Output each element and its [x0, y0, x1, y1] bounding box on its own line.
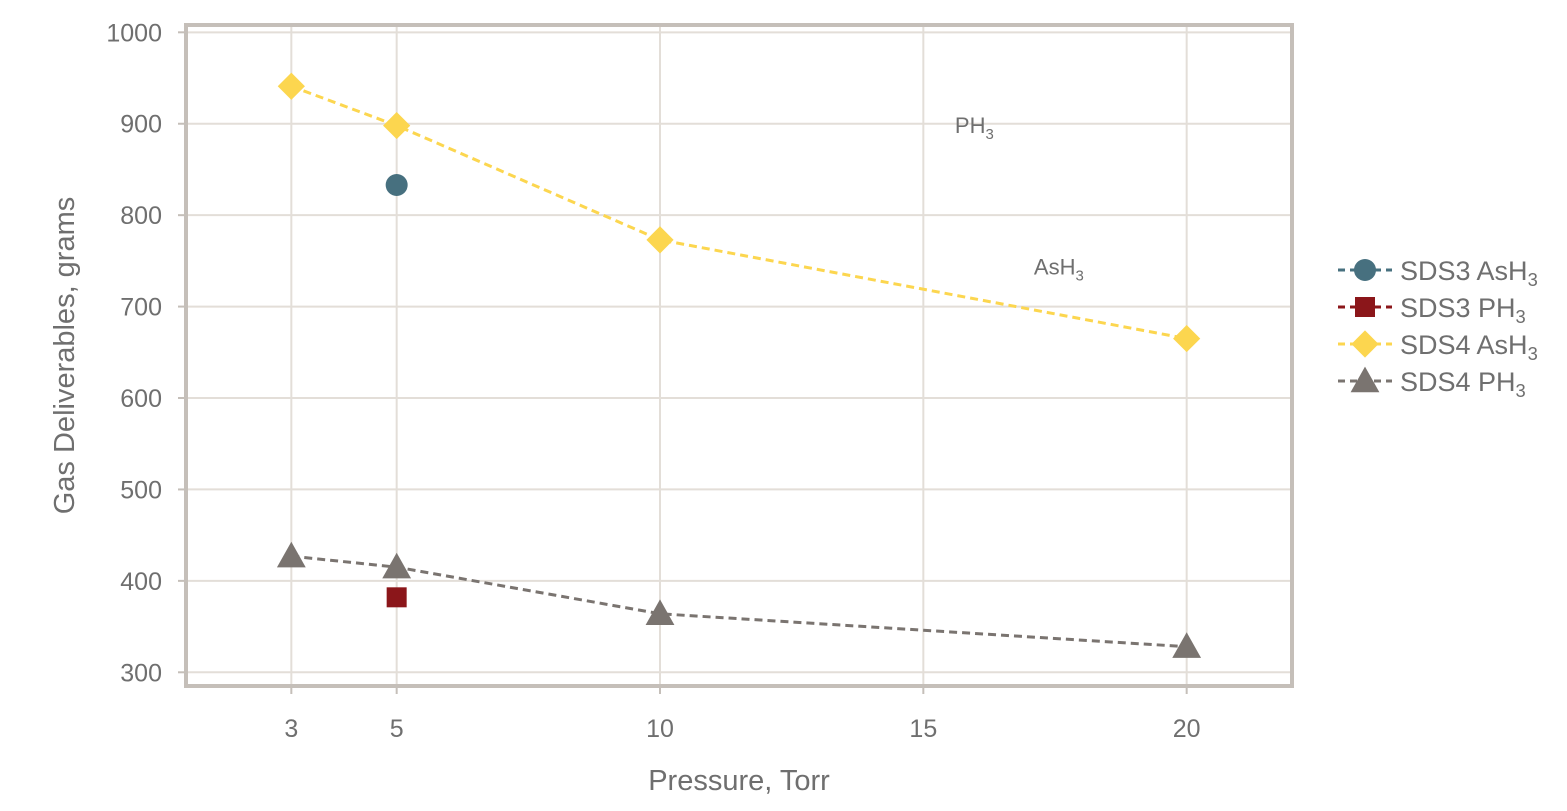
y-tick-label-300: 300	[120, 659, 162, 687]
legend-item-2: SDS4 AsH3	[1338, 330, 1538, 364]
series-line-3	[291, 554, 1187, 649]
legend-label-1: SDS3 PH3	[1400, 293, 1526, 327]
y-tick-label-700: 700	[120, 294, 162, 322]
legend-marker-0	[1354, 259, 1376, 281]
annotation-1: AsH3	[1034, 255, 1084, 285]
series-2	[277, 72, 1201, 353]
data-point-3-0	[276, 541, 306, 568]
legend-item-3: SDS4 PH3	[1338, 366, 1526, 401]
x-tick-label-5: 5	[390, 715, 404, 743]
data-point-1-0	[386, 587, 407, 608]
x-tick-label-15: 15	[909, 715, 937, 743]
data-point-3-2	[645, 599, 675, 626]
annotation-0: PH3	[955, 113, 994, 143]
annotations: PH3 AsH3	[955, 113, 1084, 285]
y-tick-label-500: 500	[120, 476, 162, 504]
legend-marker-3	[1350, 366, 1380, 393]
data-point-2-2	[646, 226, 674, 254]
data-point-2-1	[383, 111, 411, 140]
series-1	[386, 587, 407, 608]
legend-marker-2	[1351, 330, 1379, 358]
x-tick-label-10: 10	[646, 715, 674, 743]
legend-marker-1	[1355, 297, 1375, 317]
grid	[186, 25, 1292, 686]
data-point-3-3	[1172, 632, 1202, 658]
legend-label-2: SDS4 AsH3	[1400, 330, 1538, 364]
series-0	[385, 173, 408, 196]
x-axis-title: Pressure, Torr	[648, 765, 830, 797]
legend-item-0: SDS3 AsH3	[1338, 256, 1538, 290]
data-point-2-3	[1173, 324, 1201, 353]
series-3	[276, 541, 1202, 658]
legend-label-0: SDS3 AsH3	[1400, 256, 1538, 290]
series	[276, 72, 1202, 658]
axes: 300 400 500 600 700 800 900 1000 3 5 10 15 20 Pressur…	[49, 19, 1294, 797]
y-tick-label-800: 800	[120, 202, 162, 230]
data-point-3-1	[382, 552, 412, 579]
x-tick-label-3: 3	[284, 715, 298, 743]
y-tick-label-1000: 1000	[106, 19, 162, 47]
y-tick-label-600: 600	[120, 385, 162, 413]
y-axis-title: Gas Deliverables, grams	[49, 197, 81, 515]
series-line-2	[290, 84, 1187, 341]
plot-frame	[184, 23, 1294, 688]
data-point-2-0	[277, 72, 305, 100]
legend-label-3: SDS4 PH3	[1400, 367, 1526, 401]
y-tick-label-900: 900	[120, 111, 162, 139]
legend-item-1: SDS3 PH3	[1338, 293, 1526, 327]
data-point-0-0	[385, 173, 408, 196]
y-tick-label-400: 400	[120, 568, 162, 596]
x-tick-label-20: 20	[1173, 715, 1201, 743]
